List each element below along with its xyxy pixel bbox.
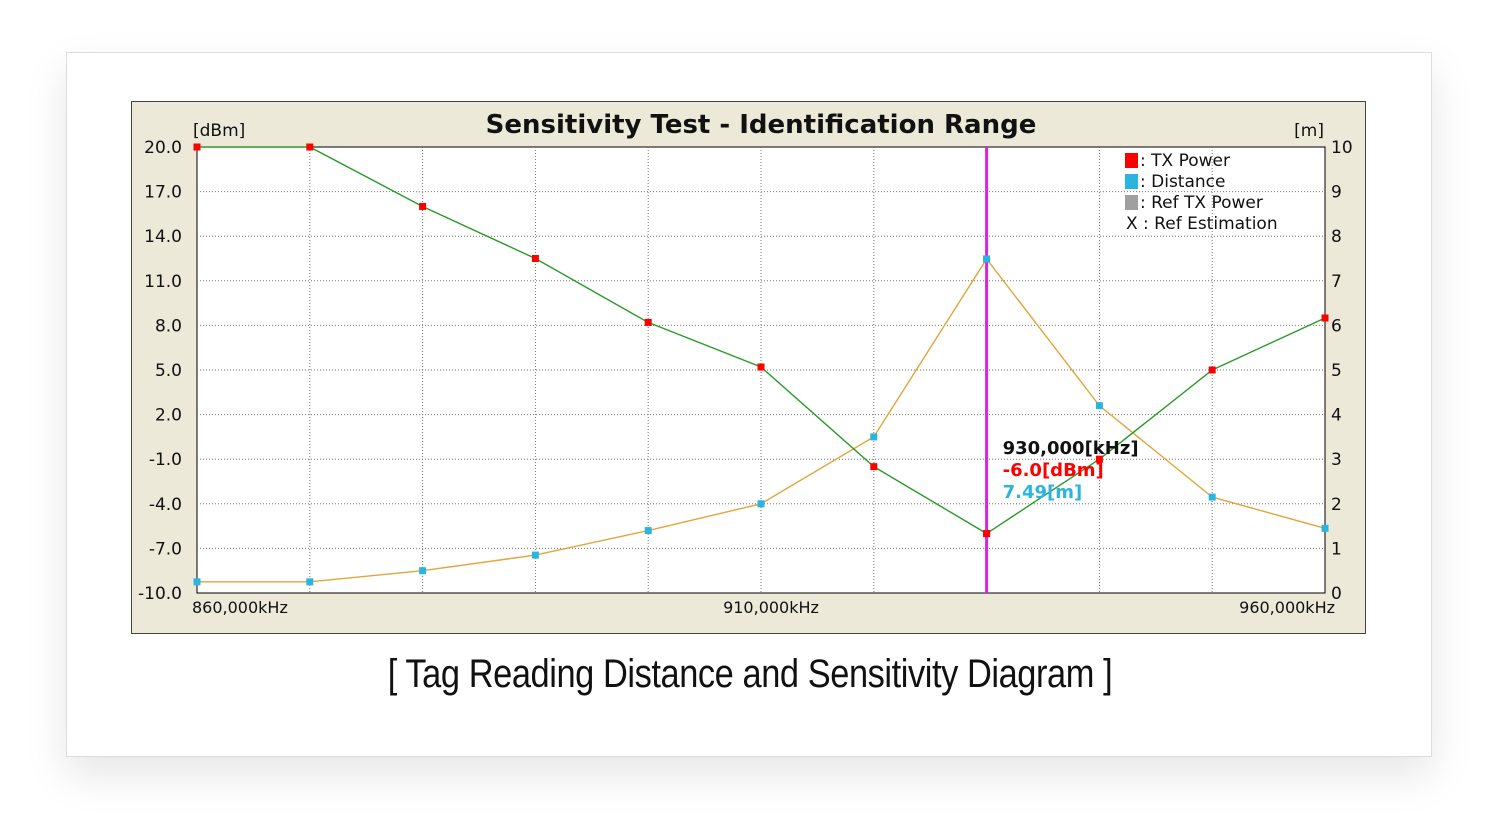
figure-caption: [ Tag Reading Distance and Sensitivity D… <box>387 652 1113 696</box>
distance-point <box>1208 493 1216 501</box>
tx-power-point <box>193 143 201 151</box>
y-tick-label-left: 20.0 <box>144 138 182 158</box>
y-tick-label-left: 11.0 <box>144 272 182 292</box>
y-tick-label-right: 7 <box>1331 272 1342 292</box>
tx-power-point <box>306 143 314 151</box>
tx-power-point <box>870 463 878 471</box>
legend-swatch <box>1125 153 1138 168</box>
legend-label: : Distance <box>1140 172 1225 192</box>
y-axis-label-right: [m] <box>1294 121 1324 141</box>
tx-power-point <box>1208 366 1216 374</box>
distance-point <box>531 551 539 559</box>
tx-power-point <box>757 363 765 371</box>
axis-ticks: 20.0 17.0 14.0 11.0 8.0 5.0 2.0 -1.0 -4.0 -7.0 -10… <box>138 138 1353 617</box>
series <box>193 143 1329 586</box>
distance-point <box>1321 524 1329 532</box>
cursor-frequency-label: 930,000[kHz] <box>1003 438 1139 459</box>
y-tick-label-right: 10 <box>1331 138 1353 158</box>
y-tick-label-left: 17.0 <box>144 183 182 203</box>
legend-label: X : Ref Estimation <box>1126 214 1278 234</box>
y-tick-label-left: 2.0 <box>155 406 182 426</box>
distance-point <box>644 527 652 535</box>
legend-swatch <box>1125 174 1138 189</box>
cursor-tx-power-point <box>983 530 991 538</box>
sensitivity-chart: Sensitivity Test - Identification Range … <box>138 110 1353 617</box>
tx-power-point <box>1095 455 1103 463</box>
y-tick-label-left: -7.0 <box>149 539 182 559</box>
y-tick-label-left: 8.0 <box>155 316 182 336</box>
y-tick-label-right: 1 <box>1331 539 1342 559</box>
x-tick-label: 960,000kHz <box>1239 598 1335 617</box>
y-tick-label-left: -10.0 <box>138 584 182 604</box>
y-tick-label-left: -4.0 <box>149 495 182 515</box>
distance-point <box>306 578 314 586</box>
tx-power-point <box>1321 314 1329 322</box>
chart-frame: Sensitivity Test - Identification Range … <box>131 101 1366 634</box>
cursor-power-label: -6.0[dBm] <box>1003 460 1104 481</box>
y-tick-label-left: 5.0 <box>155 361 182 381</box>
y-tick-label-left: -1.0 <box>149 450 182 470</box>
distance-point <box>1095 402 1103 410</box>
y-tick-label-right: 0 <box>1331 584 1342 604</box>
legend-label: : Ref TX Power <box>1140 193 1263 213</box>
distance-point <box>193 578 201 586</box>
y-tick-label-left: 14.0 <box>144 227 182 247</box>
cursor-distance-point <box>983 255 991 263</box>
distance-point <box>757 500 765 508</box>
y-tick-label-right: 3 <box>1331 450 1342 470</box>
tx-power-point <box>531 255 539 262</box>
x-tick-label: 860,000kHz <box>192 598 288 617</box>
y-tick-label-right: 4 <box>1331 406 1342 426</box>
distance-point <box>419 567 427 575</box>
chart-title: Sensitivity Test - Identification Range <box>486 110 1037 140</box>
y-tick-label-right: 2 <box>1331 495 1342 515</box>
legend-swatch <box>1125 195 1138 210</box>
y-tick-label-right: 6 <box>1331 316 1342 336</box>
y-tick-label-right: 9 <box>1331 183 1342 203</box>
distance-point <box>870 433 878 441</box>
tx-power-point <box>644 318 652 326</box>
cursor-distance-label: 7.49[m] <box>1003 482 1083 503</box>
cursor[interactable]: 930,000[kHz]-6.0[dBm]7.49[m] <box>983 147 1139 593</box>
y-axis-label-left: [dBm] <box>193 121 245 141</box>
x-tick-label: 910,000kHz <box>723 598 819 617</box>
legend-label: : TX Power <box>1140 151 1230 171</box>
y-tick-label-right: 5 <box>1331 361 1342 381</box>
y-tick-label-right: 8 <box>1331 227 1342 247</box>
tx-power-point <box>419 202 427 210</box>
